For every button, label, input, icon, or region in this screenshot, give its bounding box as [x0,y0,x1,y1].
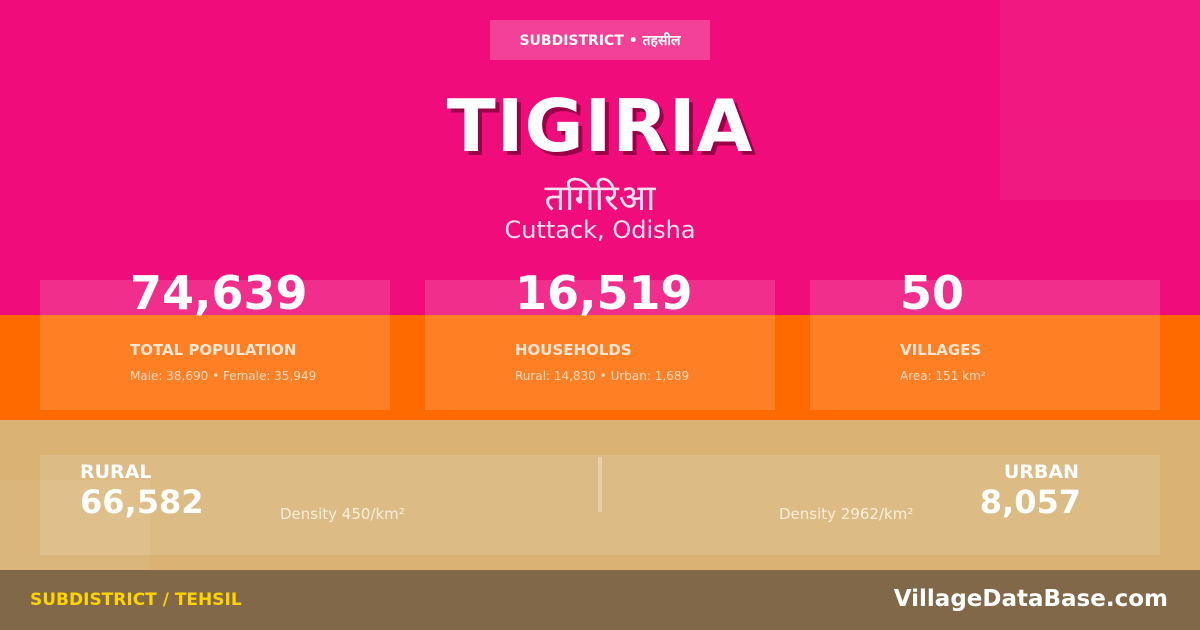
stat-value: 50 [900,266,965,320]
header-band [0,0,1200,315]
urban-value: 8,057 [979,483,1081,521]
stats-band [0,315,1200,420]
rural-urban-split: RURAL 66,582 Density 450/km² Density 296… [40,455,1160,555]
stat-card-population: 74,639 TOTAL POPULATION Male: 38,690 • F… [40,266,390,410]
stat-card-villages: 50 VILLAGES Area: 151 km² [810,266,1160,410]
stat-sub: Rural: 14,830 • Urban: 1,689 [515,369,690,383]
footer: SUBDISTRICT / TEHSIL VillageDataBase.com [0,570,1200,630]
title-hindi: तगिरिआ [544,178,656,219]
rural-value: 66,582 [80,483,204,521]
stat-sub: Area: 151 km² [900,369,986,383]
stat-value: 16,519 [515,266,693,320]
rural-density: Density 450/km² [280,505,405,523]
urban-label: URBAN [1003,461,1079,483]
location: Cuttack, Odisha [504,216,696,244]
stat-label: HOUSEHOLDS [515,341,632,359]
type-badge: SUBDISTRICT • तहसील [490,20,710,60]
stat-sub: Male: 38,690 • Female: 35,949 [130,369,317,383]
site-link[interactable]: VillageDataBase.com [893,586,1168,612]
split-band [0,420,1200,570]
stat-value: 74,639 [130,266,308,320]
page-title: TIGIRIA [446,84,754,168]
urban-density: Density 2962/km² [779,505,914,523]
stat-label: TOTAL POPULATION [130,341,297,359]
decorative-square [1000,0,1200,200]
stat-label: VILLAGES [900,341,982,359]
stat-card-households: 16,519 HOUSEHOLDS Rural: 14,830 • Urban:… [425,266,775,410]
divider [598,457,602,512]
rural-label: RURAL [80,461,152,483]
footer-category: SUBDISTRICT / TEHSIL [30,590,242,610]
